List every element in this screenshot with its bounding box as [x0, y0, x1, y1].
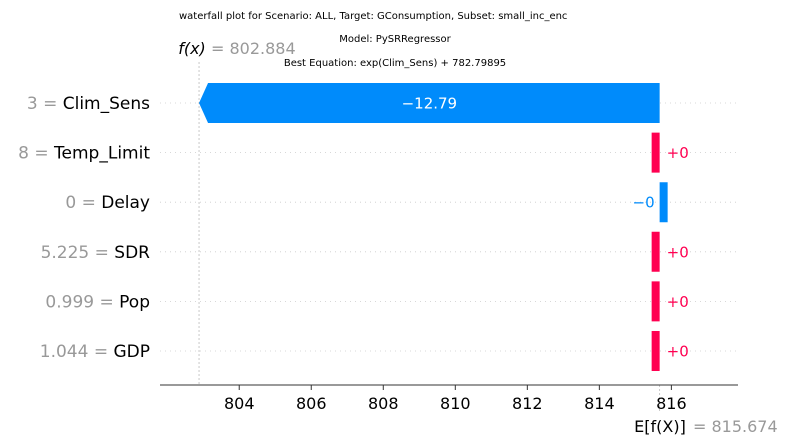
bar-delay: [659, 182, 668, 223]
bars: −12.79 +0 −0 +0 +0 +0: [199, 83, 689, 371]
feature-label-pop: 0.999 = Pop: [45, 292, 150, 312]
bar-label-pop: +0: [667, 293, 689, 311]
bar-label-temp_limit: +0: [667, 144, 689, 162]
feature-name: Delay: [101, 193, 150, 213]
bar-label-clim_sens: −12.79: [402, 95, 458, 113]
feature-value: 0.999 =: [45, 292, 119, 312]
feature-value: 5.225 =: [41, 243, 115, 263]
feature-label-sdr: 5.225 = SDR: [41, 243, 151, 263]
bar-sdr: [651, 231, 660, 272]
gridlines: [160, 102, 738, 352]
feature-name: SDR: [114, 243, 150, 263]
bar-temp_limit: [651, 132, 660, 173]
feature-name: GDP: [113, 342, 150, 362]
bar-gdp: [651, 331, 660, 371]
fx-label: f(x) = 802.884: [178, 39, 295, 58]
x-tick-label-814: 814: [584, 394, 615, 413]
feature-labels: 3 = Clim_Sens 8 = Temp_Limit 0 = Delay 5.22…: [18, 94, 150, 362]
bar-pop: [651, 281, 660, 322]
feature-name: Pop: [119, 292, 150, 312]
x-tick-label-810: 810: [440, 394, 471, 413]
feature-label-clim_sens: 3 = Clim_Sens: [27, 94, 150, 114]
chart-title-line-3: Best Equation: exp(Clim_Sens) + 782.7989…: [284, 58, 506, 69]
fx-symbol: f(x): [178, 39, 206, 58]
chart-title-line-1: waterfall plot for Scenario: ALL, Target…: [179, 11, 567, 22]
x-ticks: 804 806 808 810 812 814 816: [224, 385, 687, 413]
feature-value: 3 =: [27, 94, 63, 114]
feature-name: Temp_Limit: [53, 144, 150, 164]
feature-value: 0 =: [65, 193, 101, 213]
fx-value: = 802.884: [211, 39, 296, 58]
feature-value: 8 =: [18, 144, 54, 164]
feature-name: Clim_Sens: [63, 94, 150, 114]
feature-label-delay: 0 = Delay: [65, 193, 150, 213]
bar-label-gdp: +0: [667, 343, 689, 361]
x-tick-label-816: 816: [656, 394, 687, 413]
feature-label-temp_limit: 8 = Temp_Limit: [18, 144, 150, 164]
x-tick-label-812: 812: [512, 394, 543, 413]
efx-label: E[f(X)] = 815.674: [634, 417, 777, 436]
feature-value: 1.044 =: [40, 342, 114, 362]
bar-clim_sens: [199, 83, 660, 123]
efx-symbol: E[f(X)]: [634, 417, 686, 436]
x-tick-label-804: 804: [224, 394, 255, 413]
x-tick-label-806: 806: [296, 394, 327, 413]
bar-label-delay: −0: [633, 194, 655, 212]
feature-label-gdp: 1.044 = GDP: [40, 342, 150, 362]
bar-label-sdr: +0: [667, 243, 689, 261]
x-tick-label-808: 808: [368, 394, 399, 413]
chart-title-line-2: Model: PySRRegressor: [339, 34, 451, 45]
efx-value: = 815.674: [693, 417, 778, 436]
